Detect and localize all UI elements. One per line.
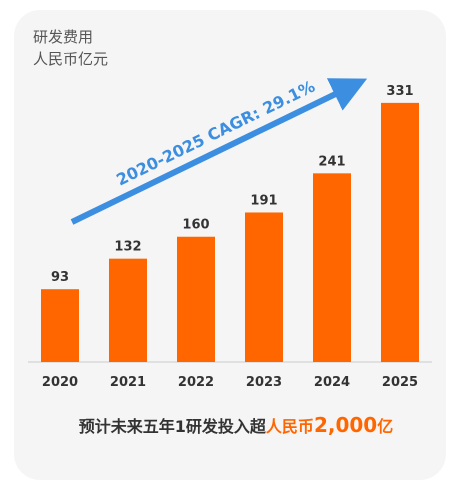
data-label-2024: 241 — [318, 154, 345, 169]
data-label-2021: 132 — [114, 240, 141, 255]
bar-2020 — [41, 289, 79, 362]
cagr-label: 2020-2025 CAGR: 29.1% — [113, 77, 318, 190]
x-tick-2020: 2020 — [42, 375, 78, 390]
y-axis-title-line-2: 人民币亿元 — [33, 50, 109, 68]
footer-currency: 人民币 — [265, 417, 314, 436]
footer-prefix: 预计未来五年1研发投入超 — [78, 417, 266, 436]
x-tick-2021: 2021 — [110, 375, 146, 390]
bar-2025 — [381, 102, 419, 363]
data-label-2025: 331 — [386, 84, 413, 99]
data-label-2023: 191 — [250, 193, 277, 208]
cagr-arrow — [70, 78, 368, 225]
x-tick-2022: 2022 — [178, 375, 214, 390]
y-axis-title-line-1: 研发费用 — [33, 28, 94, 46]
x-tick-2024: 2024 — [314, 375, 350, 390]
y-axis-title: 研发费用 人民币亿元 — [33, 26, 108, 70]
bar-2024 — [313, 173, 351, 362]
footer-amount: 2,000 — [313, 413, 378, 437]
bar-2023 — [245, 212, 283, 362]
data-label-2020: 93 — [51, 270, 69, 285]
chart-card — [14, 10, 446, 480]
bar-2022 — [177, 236, 215, 362]
data-label-2022: 160 — [182, 218, 209, 233]
bar-2021 — [109, 258, 147, 362]
footer-unit: 亿 — [377, 417, 394, 436]
x-tick-2023: 2023 — [246, 375, 282, 390]
x-tick-2025: 2025 — [382, 375, 418, 390]
footer-note: 预计未来五年1研发投入超人民币2,000亿 — [0, 413, 472, 437]
